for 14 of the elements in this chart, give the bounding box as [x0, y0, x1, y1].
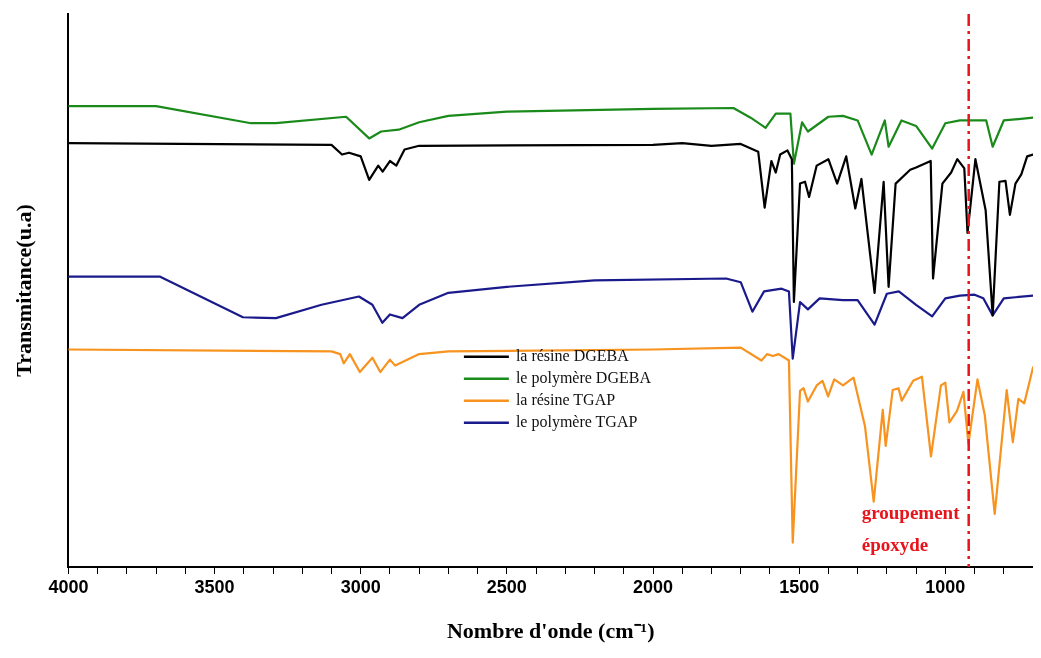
- x-axis-title: Nombre d'onde (cm⁻¹): [446, 618, 655, 644]
- x-tick-label: 3000: [340, 576, 381, 597]
- legend-label: la résine TGAP: [515, 391, 616, 409]
- legend-label: le polymère TGAP: [515, 413, 638, 432]
- x-tick-label: 3500: [194, 576, 235, 597]
- ref-line-label: groupement époxyde: [861, 502, 961, 555]
- x-tick-label: 1500: [779, 576, 820, 597]
- x-tick-label: 2500: [486, 576, 527, 597]
- x-tick-label: 2000: [632, 576, 674, 597]
- legend-label: le polymère DGEBA: [515, 369, 652, 388]
- x-tick-label: 1000: [925, 576, 966, 597]
- legend-label: la résine DGEBA: [515, 347, 630, 365]
- y-axis-title: Transmitance(u.a): [10, 204, 36, 377]
- x-tick-label: 4000: [48, 576, 89, 597]
